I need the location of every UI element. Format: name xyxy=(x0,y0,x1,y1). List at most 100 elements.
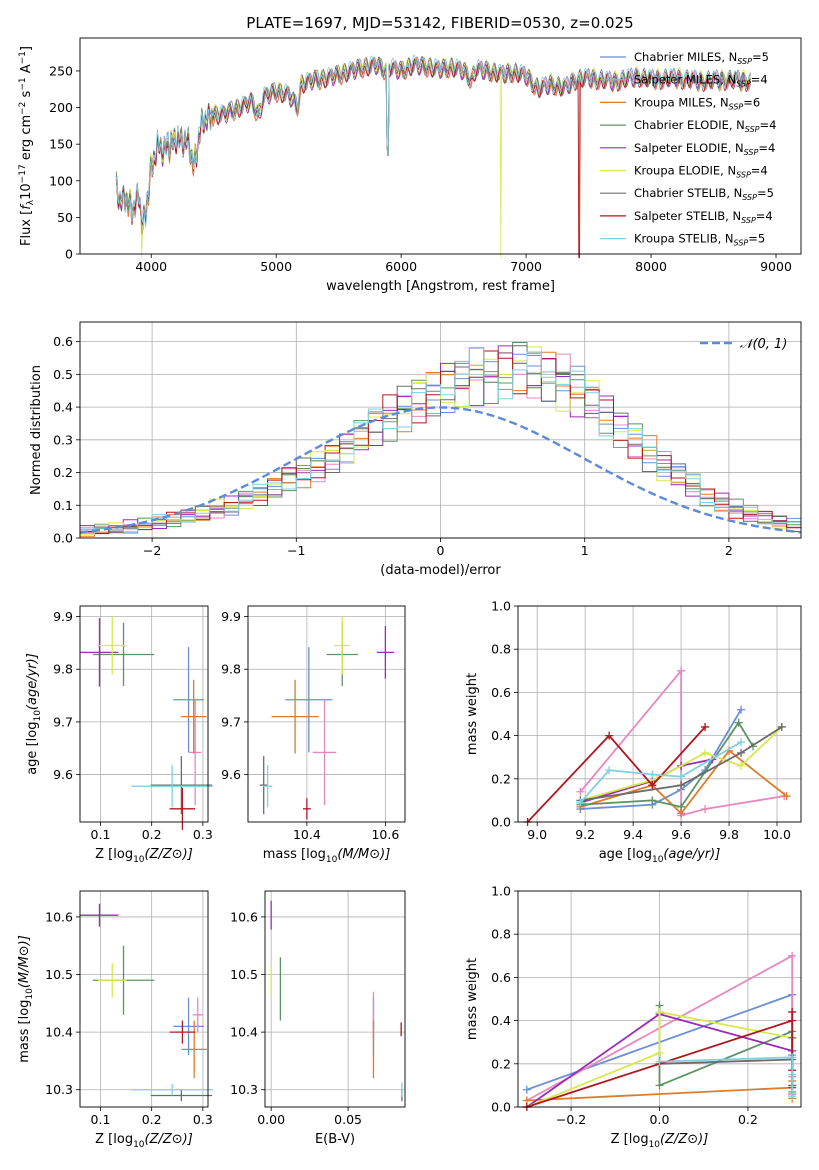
errorbar-cm xyxy=(285,647,333,753)
y-tick-label: 150 xyxy=(49,137,73,152)
plus-marker xyxy=(788,1092,797,1101)
errorbar-ks xyxy=(131,765,214,808)
legend-entry-sm: Salpeter MILES, NSSP=4 xyxy=(600,73,768,89)
x-tick-label: 0.05 xyxy=(334,1112,362,1127)
errorbar-cs xyxy=(259,756,268,815)
x-tick-label: 0.1 xyxy=(91,827,111,842)
y-tick-label: 9.6 xyxy=(221,767,241,782)
plus-marker xyxy=(648,796,657,805)
plus-marker xyxy=(737,705,746,714)
y-tick-label: 10.4 xyxy=(230,1025,258,1040)
errorbar-ke xyxy=(97,963,127,998)
y-tick-label: 10.6 xyxy=(45,909,73,924)
x-tick-label: −0.2 xyxy=(556,1112,586,1127)
legend-label: Salpeter MILES, NSSP=4 xyxy=(634,73,768,89)
series-line xyxy=(659,1056,794,1097)
x-tick-label: 9.6 xyxy=(671,827,691,842)
figure-panels: 4000 5000 6000 7000 8000 9000 0 50 100 150 200 250 w… xyxy=(17,37,802,1150)
y-tick-label: 50 xyxy=(57,210,73,225)
x-tick-label: 7000 xyxy=(510,259,542,274)
x-tick-label: 0.2 xyxy=(142,827,162,842)
series-line xyxy=(526,726,706,823)
x-tick-label: 9000 xyxy=(760,259,792,274)
plus-marker xyxy=(677,772,686,781)
series-ss xyxy=(523,722,710,826)
histogram-ss xyxy=(80,350,801,534)
y-tick-label: 0.6 xyxy=(491,685,511,700)
x-tick-label: 5000 xyxy=(260,259,292,274)
series-ks xyxy=(576,738,746,807)
y-tick-label: 0.4 xyxy=(491,728,511,743)
y-tick-label: 9.7 xyxy=(221,714,241,729)
plus-marker xyxy=(576,787,585,796)
legend-label: Kroupa ELODIE, NSSP=4 xyxy=(634,164,768,180)
x-tick-label: 2 xyxy=(725,543,733,558)
x-tick-label: 9.0 xyxy=(527,827,547,842)
y-axis-label: mass [log10(M/M⊙)] xyxy=(17,935,35,1063)
y-tick-label: 9.8 xyxy=(53,662,73,677)
plus-marker xyxy=(677,666,686,675)
x-tick-label: 9.2 xyxy=(575,827,595,842)
y-tick-label: 10.6 xyxy=(230,909,258,924)
errorbar-ks xyxy=(262,765,273,808)
y-tick-label: 9.6 xyxy=(53,767,73,782)
errorbar-se xyxy=(80,903,119,927)
y-tick-label: 0 xyxy=(65,247,73,262)
axes-frame xyxy=(79,37,802,255)
x-tick-label: 0.3 xyxy=(193,1112,213,1127)
x-tick-label: 9.4 xyxy=(623,827,643,842)
plus-marker xyxy=(648,781,657,790)
plus-marker xyxy=(605,731,614,740)
legend-label: Salpeter ELODIE, NSSP=4 xyxy=(634,141,775,157)
x-tick-label: 0.0 xyxy=(650,1112,670,1127)
plus-marker xyxy=(648,770,657,779)
errorbar-ks xyxy=(131,1083,214,1096)
x-tick-label: 4000 xyxy=(135,259,167,274)
errorbar-sm xyxy=(189,699,202,806)
y-tick-label: 200 xyxy=(49,100,73,115)
legend-entry-ks: Kroupa STELIB, NSSP=5 xyxy=(600,232,765,248)
y-tick-label: 9.7 xyxy=(53,714,73,729)
axes-frame xyxy=(79,890,209,1108)
y-tick-label: 10.3 xyxy=(230,1082,258,1097)
y-axis-label: Normed distribution xyxy=(29,365,44,495)
errorbar-cs xyxy=(150,756,213,815)
legend-label: 𝒩(0, 1) xyxy=(740,337,787,352)
errorbar-cs xyxy=(150,1089,213,1102)
errorbar-ce xyxy=(92,622,155,687)
panel-age_vs_mass: 10.4 10.6 9.6 9.7 9.8 9.9 mass [log10(M/M⊙)] xyxy=(221,605,406,865)
y-tick-label: 0.0 xyxy=(491,1100,511,1115)
y-tick-label: 0.6 xyxy=(53,334,73,349)
x-tick-label: 0.2 xyxy=(142,1112,162,1127)
plus-marker xyxy=(655,1049,664,1057)
legend-entry-cs: Chabrier STELIB, NSSP=5 xyxy=(600,186,774,202)
x-tick-label: 9.8 xyxy=(719,827,739,842)
y-tick-label: 10.4 xyxy=(45,1025,73,1040)
legend-label: Chabrier MILES, NSSP=5 xyxy=(634,50,769,66)
errorbar-km xyxy=(180,679,207,754)
panel-mass_vs_z: 0.1 0.2 0.3 10.3 10.4 10.5 10.6 Z [log10(Z/Z⊙)]… xyxy=(17,890,214,1150)
y-tick-label: 9.9 xyxy=(53,609,73,624)
plus-marker xyxy=(701,748,710,757)
y-tick-label: 9.9 xyxy=(221,609,241,624)
legend-entry-se: Salpeter ELODIE, NSSP=4 xyxy=(600,141,775,157)
x-tick-label: 10.4 xyxy=(293,827,321,842)
y-tick-label: 9.8 xyxy=(221,662,241,677)
spectrum-line-ce xyxy=(115,56,751,235)
panel-weight_vs_age: 9.0 9.2 9.4 9.6 9.8 10.0 0.0 0.2 0.4 0.6 0.8 1.0 age… xyxy=(465,599,802,865)
y-tick-label: 0.5 xyxy=(53,367,73,382)
legend-entry-ce: Chabrier ELODIE, NSSP=4 xyxy=(600,118,776,134)
plus-marker xyxy=(788,1016,797,1025)
plus-marker xyxy=(677,802,686,811)
plus-marker xyxy=(737,738,746,747)
y-tick-label: 100 xyxy=(49,173,73,188)
axes-frame xyxy=(79,321,802,539)
errorbar-ss xyxy=(169,1020,196,1044)
axes-frame xyxy=(264,890,406,1108)
y-axis-label: mass weight xyxy=(465,673,480,755)
errorbar-sm xyxy=(312,699,337,806)
errorbar-se xyxy=(376,626,395,679)
plus-marker xyxy=(576,798,585,807)
legend-entry-km: Kroupa MILES, NSSP=6 xyxy=(600,95,760,111)
plus-marker xyxy=(782,792,791,801)
